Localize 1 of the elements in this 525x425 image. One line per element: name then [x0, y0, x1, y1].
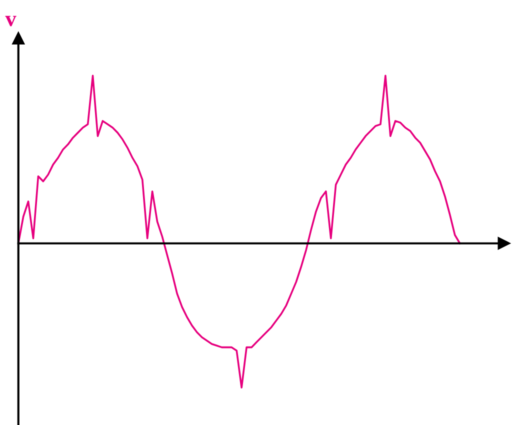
- y-axis-title: v: [5, 16, 16, 26]
